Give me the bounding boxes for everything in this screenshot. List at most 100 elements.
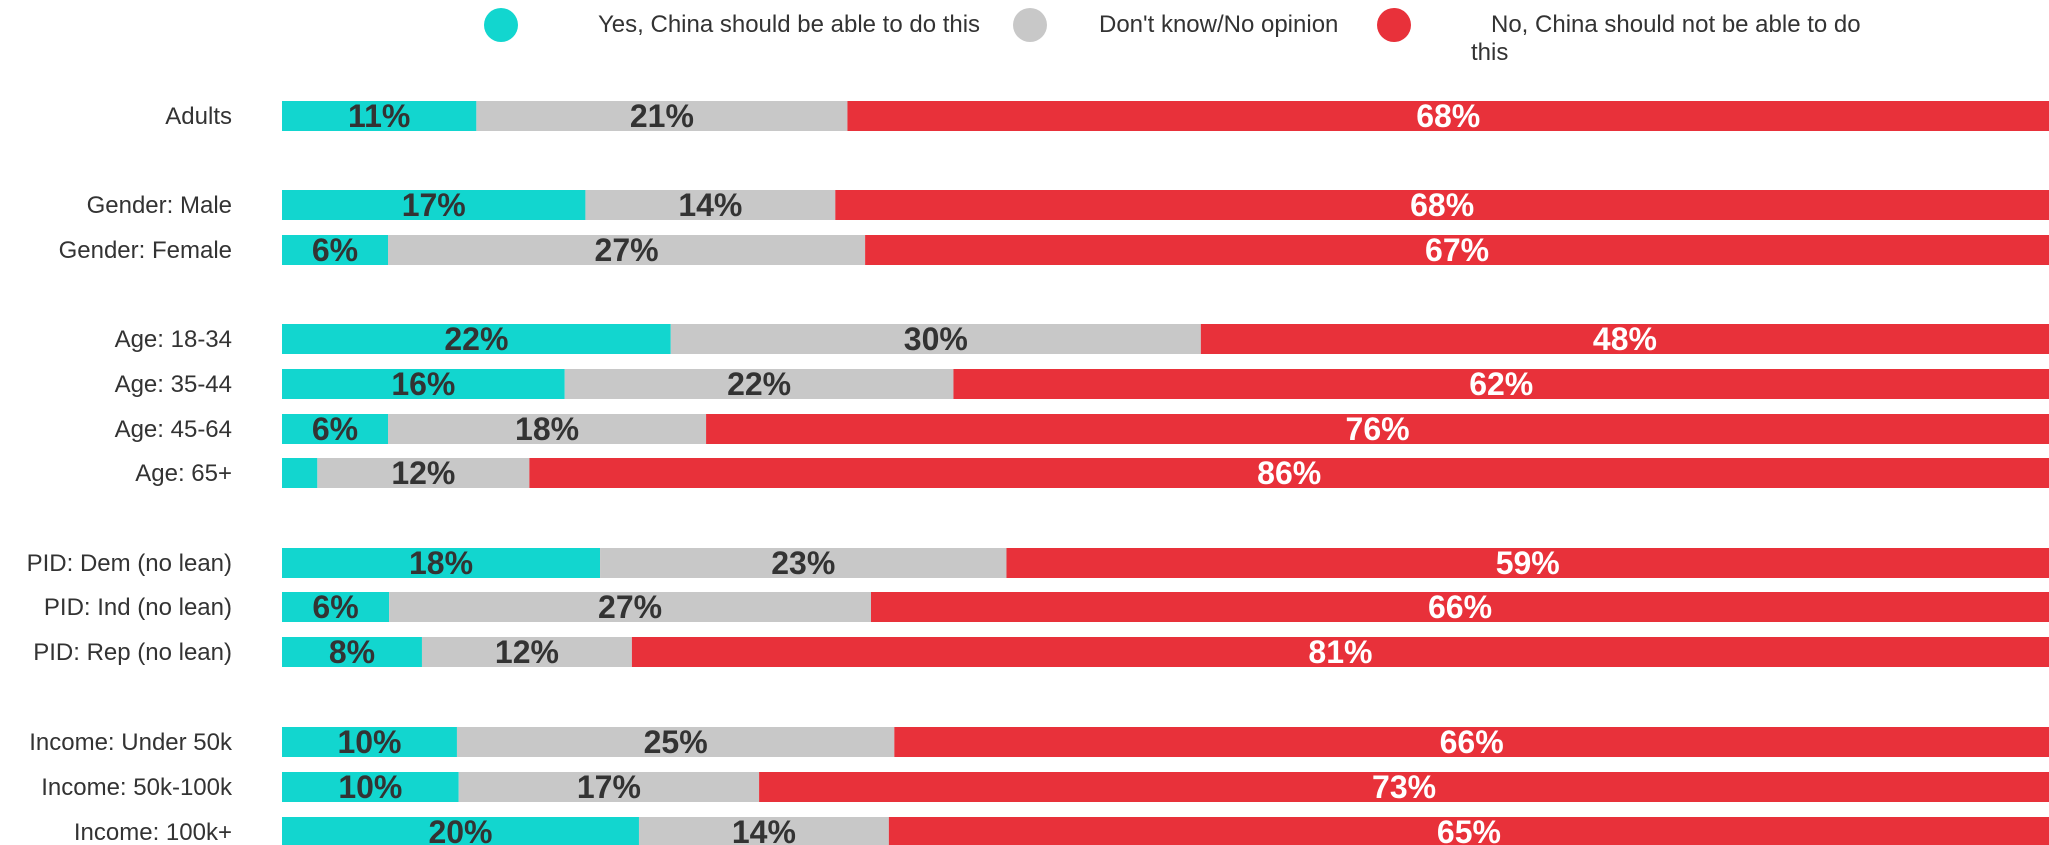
bar-segment-series-1 <box>476 101 848 131</box>
bar-value-label: 17% <box>402 187 466 223</box>
bar-value-label: 30% <box>904 321 968 357</box>
bar-segment-series-2 <box>835 190 2049 220</box>
bar-value-label: 18% <box>409 545 473 581</box>
legend-item-no: No, China should not be able to do this <box>1377 8 1901 67</box>
bar-segment-series-0 <box>282 727 457 757</box>
bar-value-label: 81% <box>1308 634 1372 670</box>
bar-segment-series-2 <box>865 235 2049 265</box>
row-label: Gender: Male <box>87 192 232 219</box>
bar-segment-series-1 <box>600 548 1007 578</box>
bar-segment-series-2 <box>529 458 2049 488</box>
bar-segment-series-2 <box>1006 548 2049 578</box>
bar-segment-series-2 <box>953 369 2049 399</box>
bar-segment-series-0 <box>282 548 601 578</box>
bar-value-label: 25% <box>644 724 708 760</box>
bar-value-label: 59% <box>1496 545 1560 581</box>
bar-value-label: 16% <box>391 366 455 402</box>
bar-segment-series-0 <box>282 235 389 265</box>
bar-value-label: 27% <box>595 232 659 268</box>
row-label: Age: 18-34 <box>115 326 232 353</box>
bar-segment-series-1 <box>389 592 871 622</box>
bar-segment-series-1 <box>585 190 836 220</box>
legend-label-dont-know: Don't know/No opinion <box>1099 11 1339 38</box>
legend-label-yes: Yes, China should be able to do this <box>598 11 981 38</box>
row-label: Age: 35-44 <box>115 371 232 398</box>
row-label: Income: Under 50k <box>29 729 233 756</box>
legend: Yes, China should be able to do this Don… <box>0 0 2049 70</box>
bar-value-label: 11% <box>348 98 410 134</box>
bar-segment-series-1 <box>421 637 632 667</box>
bar-value-label: 48% <box>1593 321 1657 357</box>
bar-segment-series-0 <box>282 637 422 667</box>
bar-value-label: 68% <box>1416 98 1480 134</box>
bar-segment-series-1 <box>638 817 889 845</box>
bar-segment-series-1 <box>564 369 954 399</box>
bar-value-label: 22% <box>444 321 508 357</box>
bar-value-label: 62% <box>1469 366 1533 402</box>
row-label: Age: 65+ <box>135 460 232 487</box>
bar-segment-series-1 <box>670 324 1201 354</box>
bar-segment-series-0 <box>282 414 389 444</box>
bar-segment-series-0 <box>282 324 671 354</box>
legend-item-dont-know: Don't know/No opinion <box>1013 8 1338 42</box>
row-label: Income: 100k+ <box>74 819 232 845</box>
bar-value-label: 6% <box>312 589 358 625</box>
bar-value-label: 76% <box>1346 411 1410 447</box>
bar-value-label: 20% <box>428 814 492 845</box>
bar-value-label: 22% <box>727 366 791 402</box>
bar-value-label: 18% <box>515 411 579 447</box>
bar-segment-series-2 <box>706 414 2049 444</box>
row-label: PID: Dem (no lean) <box>27 550 232 577</box>
bar-segment-series-2 <box>894 727 2049 757</box>
bar-value-label: 12% <box>495 634 559 670</box>
row-label: Income: 50k-100k <box>41 774 233 801</box>
bar-value-label: 6% <box>312 411 358 447</box>
legend-swatch-dont-know <box>1013 8 1047 42</box>
bar-value-label: 65% <box>1437 814 1501 845</box>
row-label: Age: 45-64 <box>115 416 232 443</box>
bar-value-label: 21% <box>630 98 694 134</box>
bar-segment-series-0 <box>282 190 586 220</box>
bar-value-label: 6% <box>312 232 358 268</box>
bar-value-label: 14% <box>732 814 796 845</box>
bar-segment-series-2 <box>759 772 2049 802</box>
row-label: PID: Rep (no lean) <box>33 639 232 666</box>
bar-value-label: 10% <box>338 769 402 805</box>
bar-value-label: 17% <box>577 769 641 805</box>
bar-value-label: 12% <box>391 455 455 491</box>
row-label: Adults <box>165 103 232 130</box>
bar-segment-series-0 <box>282 817 639 845</box>
legend-swatch-yes <box>484 8 518 42</box>
row-label: Gender: Female <box>59 237 232 264</box>
legend-swatch-no <box>1377 8 1411 42</box>
bar-segment-series-2 <box>1200 324 2049 354</box>
bar-segment-series-0 <box>282 592 390 622</box>
legend-label-no: No, China should not be able to do this <box>1471 11 1868 66</box>
bar-value-label: 10% <box>337 724 401 760</box>
bar-segment-series-2 <box>847 101 2049 131</box>
bar-segment-series-1 <box>317 458 530 488</box>
bar-value-label: 14% <box>678 187 742 223</box>
bar-value-label: 86% <box>1257 455 1321 491</box>
bar-segment-series-0 <box>282 101 477 131</box>
bar-value-label: 27% <box>598 589 662 625</box>
bar-value-label: 66% <box>1440 724 1504 760</box>
bar-value-label: 23% <box>771 545 835 581</box>
bar-segment-series-1 <box>388 235 866 265</box>
bar-segment-series-1 <box>388 414 707 444</box>
bar-segment-series-1 <box>458 772 760 802</box>
bar-value-label: 67% <box>1425 232 1489 268</box>
bar-segment-series-0 <box>282 772 459 802</box>
bar-segment-series-0 <box>282 369 565 399</box>
bar-segment-series-2 <box>631 637 2049 667</box>
row-label: PID: Ind (no lean) <box>44 594 232 621</box>
bar-value-label: 73% <box>1372 769 1436 805</box>
legend-item-yes: Yes, China should be able to do this <box>484 8 980 42</box>
bar-segment-series-2 <box>871 592 2049 622</box>
bar-value-label: 68% <box>1410 187 1474 223</box>
bar-value-label: 66% <box>1428 589 1492 625</box>
bar-segment-series-2 <box>888 817 2049 845</box>
bar-segment-series-1 <box>456 727 895 757</box>
bar-value-label: 8% <box>329 634 375 670</box>
